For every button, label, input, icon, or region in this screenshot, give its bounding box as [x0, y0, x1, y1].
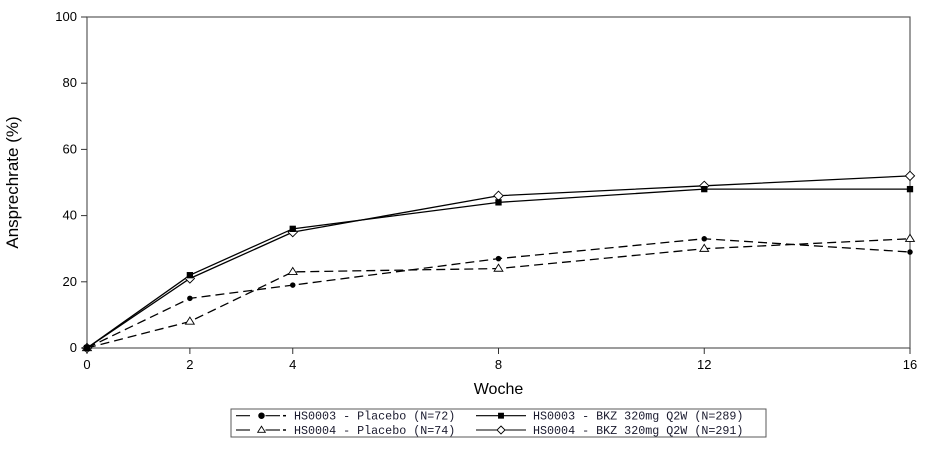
svg-text:HS0003 - BKZ 320mg Q2W (N=289): HS0003 - BKZ 320mg Q2W (N=289) — [533, 410, 743, 424]
svg-text:HS0004 - Placebo (N=74): HS0004 - Placebo (N=74) — [294, 424, 455, 438]
svg-text:Ansprechrate (%): Ansprechrate (%) — [3, 116, 22, 248]
svg-text:100: 100 — [55, 9, 77, 24]
svg-text:2: 2 — [186, 357, 193, 372]
svg-text:8: 8 — [495, 357, 502, 372]
svg-text:12: 12 — [697, 357, 711, 372]
svg-text:60: 60 — [63, 141, 77, 156]
svg-text:0: 0 — [70, 340, 77, 355]
svg-text:0: 0 — [83, 357, 90, 372]
svg-text:HS0003 - Placebo (N=72): HS0003 - Placebo (N=72) — [294, 410, 455, 424]
svg-text:40: 40 — [63, 208, 77, 223]
svg-text:80: 80 — [63, 75, 77, 90]
svg-text:HS0004 - BKZ 320mg Q2W (N=291): HS0004 - BKZ 320mg Q2W (N=291) — [533, 424, 743, 438]
svg-text:20: 20 — [63, 274, 77, 289]
svg-text:Woche: Woche — [474, 381, 524, 398]
svg-text:16: 16 — [903, 357, 917, 372]
svg-text:4: 4 — [289, 357, 296, 372]
